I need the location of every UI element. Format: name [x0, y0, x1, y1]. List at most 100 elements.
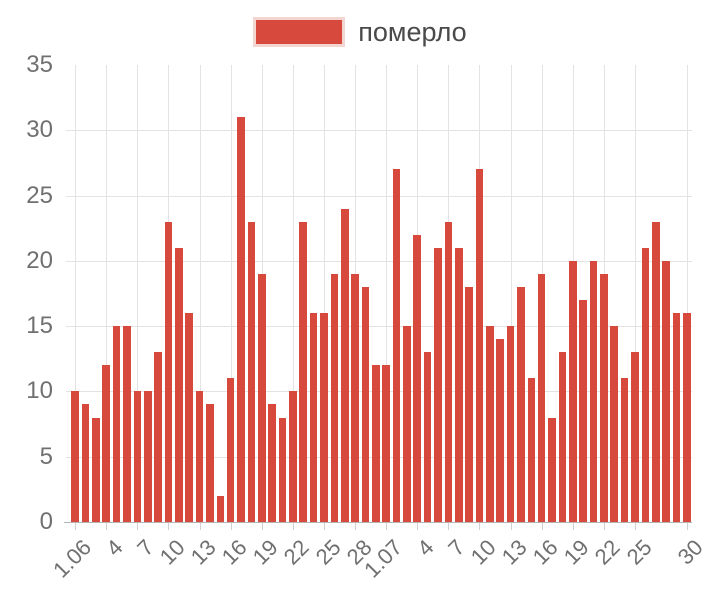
- bar[interactable]: [351, 273, 359, 522]
- bar[interactable]: [631, 352, 639, 522]
- bar[interactable]: [444, 221, 453, 522]
- bar[interactable]: [71, 391, 79, 522]
- bar[interactable]: [517, 286, 525, 522]
- bar[interactable]: [579, 300, 587, 522]
- bar[interactable]: [454, 247, 463, 522]
- bar[interactable]: [81, 404, 90, 522]
- bar[interactable]: [268, 404, 276, 522]
- bar[interactable]: [175, 247, 183, 522]
- x-axis-tick-label: 13: [185, 534, 221, 570]
- x-axis-tick: [386, 523, 388, 530]
- x-axis-line: [64, 522, 692, 523]
- x-axis-tick: [479, 523, 481, 530]
- bar[interactable]: [662, 260, 670, 522]
- x-axis-tick-label: 7: [132, 534, 159, 561]
- x-axis-tick: [199, 523, 201, 530]
- bar[interactable]: [320, 313, 328, 522]
- bar[interactable]: [299, 221, 308, 522]
- bar[interactable]: [610, 326, 619, 522]
- bar[interactable]: [185, 313, 193, 522]
- x-axis-tick: [355, 523, 357, 530]
- x-axis-tick-label: 4: [101, 534, 128, 561]
- bar[interactable]: [506, 326, 515, 522]
- x-gridline: [106, 65, 108, 522]
- x-gridline: [292, 65, 294, 522]
- x-axis-tick: [292, 523, 294, 530]
- bar[interactable]: [558, 352, 567, 522]
- bar[interactable]: [548, 417, 556, 522]
- bar[interactable]: [683, 313, 691, 522]
- x-axis-tick-label: 25: [621, 534, 657, 570]
- x-axis-tick: [572, 523, 574, 530]
- x-axis-tick-label: 10: [465, 534, 501, 570]
- legend-item[interactable]: померло: [0, 14, 720, 50]
- bar[interactable]: [154, 352, 162, 522]
- y-axis-tick-label: 20: [26, 246, 53, 274]
- bar[interactable]: [361, 286, 370, 522]
- y-gridline: [66, 260, 692, 262]
- bar[interactable]: [289, 391, 297, 522]
- bar[interactable]: [330, 273, 339, 522]
- bar[interactable]: [340, 208, 349, 522]
- bar[interactable]: [278, 417, 287, 522]
- x-axis-tick-label: 16: [216, 534, 252, 570]
- x-axis-tick: [168, 523, 170, 530]
- bar[interactable]: [92, 417, 100, 522]
- legend-swatch: [253, 17, 346, 47]
- bar[interactable]: [309, 313, 318, 522]
- bar[interactable]: [216, 495, 225, 522]
- y-gridline: [66, 130, 692, 132]
- x-axis-tick-label: 1.06: [48, 534, 97, 583]
- bar[interactable]: [143, 391, 152, 522]
- y-axis-tick-label: 15: [26, 312, 53, 340]
- bar[interactable]: [237, 117, 245, 522]
- bar[interactable]: [641, 247, 650, 522]
- bar[interactable]: [465, 286, 473, 522]
- bar[interactable]: [486, 326, 494, 522]
- x-axis-tick-label: 19: [559, 534, 595, 570]
- bar[interactable]: [226, 378, 235, 522]
- x-axis-tick-label: 7: [443, 534, 470, 561]
- x-axis-tick: [75, 523, 77, 530]
- x-axis-tick: [686, 523, 688, 530]
- bar[interactable]: [123, 326, 131, 522]
- bar[interactable]: [423, 352, 432, 522]
- x-axis-tick-label: 22: [279, 534, 315, 570]
- x-axis-tick: [137, 523, 139, 530]
- bar[interactable]: [164, 221, 173, 522]
- bar[interactable]: [403, 326, 411, 522]
- bar[interactable]: [372, 365, 380, 522]
- bar[interactable]: [568, 260, 577, 522]
- bar[interactable]: [133, 391, 142, 522]
- x-axis-tick-label: 19: [248, 534, 284, 570]
- x-gridline: [386, 65, 388, 522]
- bar[interactable]: [247, 221, 256, 522]
- bar[interactable]: [102, 365, 111, 522]
- y-gridline: [66, 195, 692, 197]
- bar[interactable]: [672, 313, 681, 522]
- bar[interactable]: [600, 273, 608, 522]
- bar[interactable]: [382, 365, 390, 522]
- bar[interactable]: [206, 404, 214, 522]
- y-axis-tick-label: 10: [26, 377, 53, 405]
- x-axis-tick: [603, 523, 605, 530]
- bar[interactable]: [392, 169, 401, 522]
- x-axis-tick: [106, 523, 108, 530]
- bar[interactable]: [195, 391, 204, 522]
- bar[interactable]: [413, 234, 422, 522]
- bar[interactable]: [651, 221, 660, 522]
- y-gridline: [66, 326, 692, 328]
- y-axis-tick-label: 0: [39, 508, 53, 535]
- bar[interactable]: [434, 247, 442, 522]
- x-axis-tick: [510, 523, 512, 530]
- bar[interactable]: [537, 273, 546, 522]
- bar[interactable]: [527, 378, 536, 522]
- bar[interactable]: [496, 339, 504, 522]
- bar[interactable]: [589, 260, 598, 522]
- bar[interactable]: [620, 378, 629, 522]
- x-axis-tick-label: 16: [527, 534, 563, 570]
- bar[interactable]: [475, 169, 484, 522]
- bar[interactable]: [257, 273, 266, 522]
- bar[interactable]: [112, 326, 121, 522]
